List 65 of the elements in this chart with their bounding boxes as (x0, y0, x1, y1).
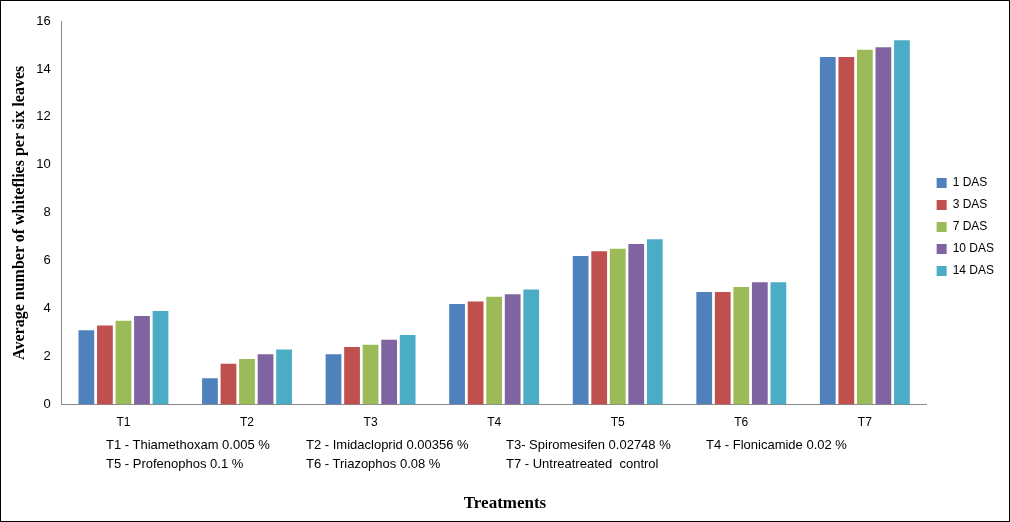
bar (257, 354, 274, 405)
text: T2 - Imidacloprid 0.00356 % (306, 437, 470, 452)
text: T4 - Flonicamide 0.02 % (706, 437, 848, 452)
x-tick-label: T1 (116, 415, 131, 430)
bar (856, 49, 873, 405)
bar (819, 56, 836, 405)
bar (572, 255, 589, 405)
y-tick-label: 8 (43, 204, 51, 220)
bar (504, 294, 521, 405)
x-tick-label: T2 (240, 415, 255, 430)
bar (646, 239, 663, 405)
bar (628, 243, 645, 405)
bar (115, 320, 132, 405)
bar (449, 303, 465, 405)
bar (220, 363, 237, 405)
bar (344, 347, 360, 405)
legend-label: 7 DAS (952, 219, 988, 234)
x-tick-label: T4 (487, 415, 502, 430)
y-tick-label: 10 (36, 156, 51, 172)
bar (486, 296, 503, 405)
bar (78, 330, 95, 405)
x-tick-label: T3 (363, 415, 378, 430)
bar (97, 325, 113, 405)
bar (399, 335, 416, 405)
bar (152, 311, 169, 405)
y-tick-label: 4 (43, 300, 51, 316)
bar (276, 349, 292, 405)
text: T3- Spiromesifen 0.02748 % (506, 437, 672, 452)
bar (751, 282, 768, 405)
text: T7 - Untreatreated control (506, 456, 660, 471)
bar (733, 287, 750, 405)
bar (591, 251, 608, 405)
bar (770, 282, 787, 405)
bar (325, 354, 342, 405)
y-tick-label: 14 (36, 60, 51, 76)
legend-label: 10 DAS (952, 241, 994, 256)
bar (523, 289, 540, 405)
bar (609, 248, 626, 405)
bar (362, 344, 379, 405)
y-tick-label: 12 (36, 108, 51, 124)
text: T6 - Triazophos 0.08 % (306, 456, 442, 471)
bar (875, 47, 892, 405)
bar (894, 40, 910, 405)
bar (838, 56, 855, 405)
text: T5 - Profenophos 0.1 % (106, 456, 245, 471)
x-tick-label: T7 (857, 415, 873, 430)
bar (202, 378, 218, 405)
y-tick-label: 6 (43, 252, 51, 268)
bar (467, 301, 484, 405)
y-tick-label: 2 (43, 348, 51, 364)
bar (696, 291, 713, 405)
x-axis-title: Treatments (462, 493, 548, 513)
bar (714, 291, 731, 405)
x-tick-label: T6 (734, 415, 749, 430)
y-axis-title: Average number of whiteflies per six leaves (9, 65, 28, 360)
y-tick-label: 16 (36, 12, 51, 28)
text: T1 - Thiamethoxam 0.005 % (106, 437, 271, 452)
legend-label: 1 DAS (952, 175, 988, 190)
bar (381, 339, 397, 405)
bar (239, 359, 255, 405)
legend-label: 14 DAS (952, 263, 994, 278)
legend-label: 3 DAS (952, 197, 988, 212)
x-tick-label: T5 (610, 415, 626, 430)
bar (134, 315, 150, 405)
y-tick-label: 0 (43, 396, 51, 412)
